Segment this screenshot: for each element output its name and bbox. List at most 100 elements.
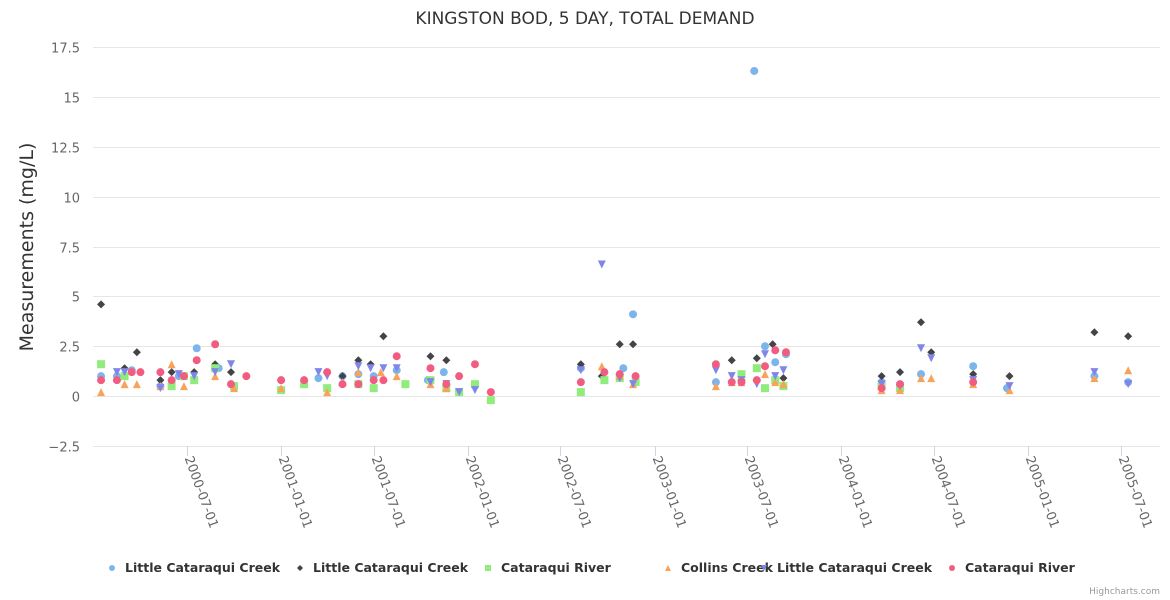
legend-symbol[interactable]	[665, 565, 671, 571]
data-point[interactable]	[711, 366, 720, 375]
data-point[interactable]	[576, 366, 585, 375]
data-point[interactable]	[629, 340, 638, 349]
data-point[interactable]	[877, 384, 886, 393]
data-point[interactable]	[192, 356, 201, 365]
legend-symbol[interactable]	[109, 565, 115, 571]
data-point[interactable]	[927, 354, 936, 363]
data-point[interactable]	[97, 360, 106, 369]
data-point[interactable]	[439, 368, 448, 377]
data-point[interactable]	[619, 364, 628, 373]
data-point[interactable]	[426, 352, 435, 361]
data-point[interactable]	[737, 370, 746, 379]
data-point[interactable]	[401, 380, 410, 389]
legend-symbol[interactable]	[297, 565, 303, 571]
data-point[interactable]	[379, 364, 388, 373]
data-point[interactable]	[338, 380, 347, 389]
data-point[interactable]	[167, 382, 176, 391]
data-point[interactable]	[426, 364, 435, 373]
data-point[interactable]	[752, 376, 761, 385]
legend-item[interactable]: Cataraqui River	[485, 560, 612, 575]
data-point[interactable]	[470, 386, 479, 395]
data-point[interactable]	[615, 340, 624, 349]
data-point[interactable]	[455, 388, 464, 397]
data-point[interactable]	[277, 384, 286, 393]
data-point[interactable]	[392, 352, 401, 361]
data-point[interactable]	[167, 360, 176, 369]
legend-item[interactable]: Little Cataraqui Creek	[109, 560, 281, 575]
data-point[interactable]	[314, 368, 323, 377]
data-point[interactable]	[779, 366, 788, 375]
data-point[interactable]	[631, 372, 640, 381]
data-point[interactable]	[211, 340, 220, 349]
data-point[interactable]	[242, 372, 251, 381]
data-point[interactable]	[727, 356, 736, 365]
data-point[interactable]	[323, 388, 332, 397]
data-point[interactable]	[132, 348, 141, 357]
data-point[interactable]	[760, 370, 769, 379]
data-point[interactable]	[600, 368, 609, 377]
data-point[interactable]	[226, 360, 235, 369]
data-point[interactable]	[179, 372, 188, 381]
data-point[interactable]	[112, 376, 121, 385]
data-point[interactable]	[211, 368, 220, 377]
data-point[interactable]	[112, 368, 121, 377]
legend-item[interactable]: Cataraqui River	[949, 560, 1076, 575]
data-point[interactable]	[455, 372, 464, 381]
data-point[interactable]	[369, 384, 378, 393]
data-point[interactable]	[426, 378, 435, 387]
data-point[interactable]	[1090, 368, 1099, 377]
data-point[interactable]	[1090, 328, 1099, 337]
data-point[interactable]	[752, 364, 761, 373]
data-point[interactable]	[174, 370, 183, 379]
data-point[interactable]	[392, 372, 401, 381]
data-point[interactable]	[771, 358, 780, 367]
data-point[interactable]	[379, 376, 388, 385]
data-point[interactable]	[97, 388, 106, 397]
data-point[interactable]	[442, 380, 451, 389]
data-point[interactable]	[156, 376, 165, 385]
data-point[interactable]	[366, 364, 375, 373]
data-point[interactable]	[179, 382, 188, 391]
data-point[interactable]	[136, 368, 145, 377]
data-point[interactable]	[600, 376, 609, 385]
data-point[interactable]	[768, 340, 777, 349]
data-point[interactable]	[120, 368, 129, 377]
legend-item[interactable]: Collins Creek	[665, 560, 774, 575]
data-point[interactable]	[760, 362, 769, 371]
credits-link[interactable]: Highcharts.com	[1089, 587, 1160, 597]
data-point[interactable]	[376, 368, 385, 377]
data-point[interactable]	[132, 380, 141, 389]
data-point[interactable]	[969, 378, 978, 387]
data-point[interactable]	[120, 380, 129, 389]
data-point[interactable]	[576, 378, 585, 387]
data-point[interactable]	[354, 362, 363, 371]
data-point[interactable]	[760, 342, 769, 351]
data-point[interactable]	[392, 364, 401, 373]
data-point[interactable]	[771, 372, 780, 381]
data-point[interactable]	[167, 368, 176, 377]
data-point[interactable]	[629, 310, 638, 319]
data-point[interactable]	[771, 378, 780, 387]
data-point[interactable]	[323, 368, 332, 377]
data-point[interactable]	[629, 380, 638, 389]
data-point[interactable]	[615, 370, 624, 379]
data-point[interactable]	[277, 376, 286, 385]
data-point[interactable]	[230, 384, 239, 393]
data-point[interactable]	[727, 372, 736, 381]
data-point[interactable]	[896, 368, 905, 377]
data-point[interactable]	[369, 376, 378, 385]
data-point[interactable]	[576, 388, 585, 397]
data-point[interactable]	[470, 360, 479, 369]
data-point[interactable]	[226, 368, 235, 377]
data-point[interactable]	[1005, 372, 1014, 381]
data-point[interactable]	[750, 66, 759, 75]
legend-symbol[interactable]	[761, 565, 767, 571]
data-point[interactable]	[917, 344, 926, 353]
data-point[interactable]	[354, 368, 363, 377]
data-point[interactable]	[167, 376, 176, 385]
data-point[interactable]	[442, 356, 451, 365]
data-point[interactable]	[711, 360, 720, 369]
data-point[interactable]	[917, 318, 926, 327]
data-point[interactable]	[896, 380, 905, 389]
data-point[interactable]	[917, 374, 926, 383]
